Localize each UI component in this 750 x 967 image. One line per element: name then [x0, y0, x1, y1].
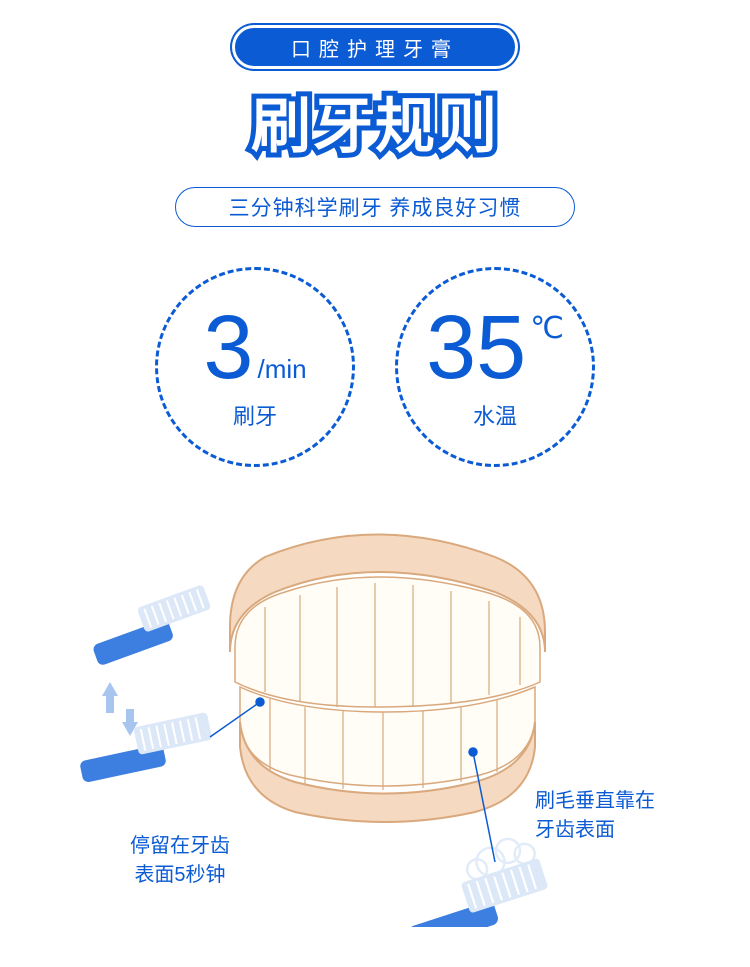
brushing-diagram: 停留在牙齿表面5秒钟 刷毛垂直靠在牙齿表面: [75, 507, 675, 927]
main-title: 刷牙规则 刷牙规则: [0, 78, 750, 165]
metric-label: 刷牙: [233, 399, 277, 431]
toothbrush-icon: [75, 712, 216, 783]
metric-temperature: 35 ℃ 水温: [395, 267, 595, 477]
toothbrush-icon: [85, 584, 217, 666]
caption-left: 停留在牙齿表面5秒钟: [95, 832, 265, 890]
metric-value: 35: [426, 303, 526, 393]
caption-right: 刷毛垂直靠在牙齿表面: [535, 787, 695, 845]
metric-unit: /min: [257, 354, 306, 385]
metric-unit: ℃: [530, 311, 564, 346]
metrics-row: 3 /min 刷牙 35 ℃ 水温: [0, 267, 750, 477]
metric-value: 3: [203, 303, 253, 393]
header-pill: 口腔护理牙膏: [235, 28, 515, 66]
metric-label: 水温: [473, 399, 517, 431]
toothbrush-icon: [390, 831, 554, 927]
updown-arrow-icon: [102, 682, 138, 736]
metric-duration: 3 /min 刷牙: [155, 267, 355, 477]
subtitle-pill: 三分钟科学刷牙 养成良好习惯: [175, 187, 575, 227]
